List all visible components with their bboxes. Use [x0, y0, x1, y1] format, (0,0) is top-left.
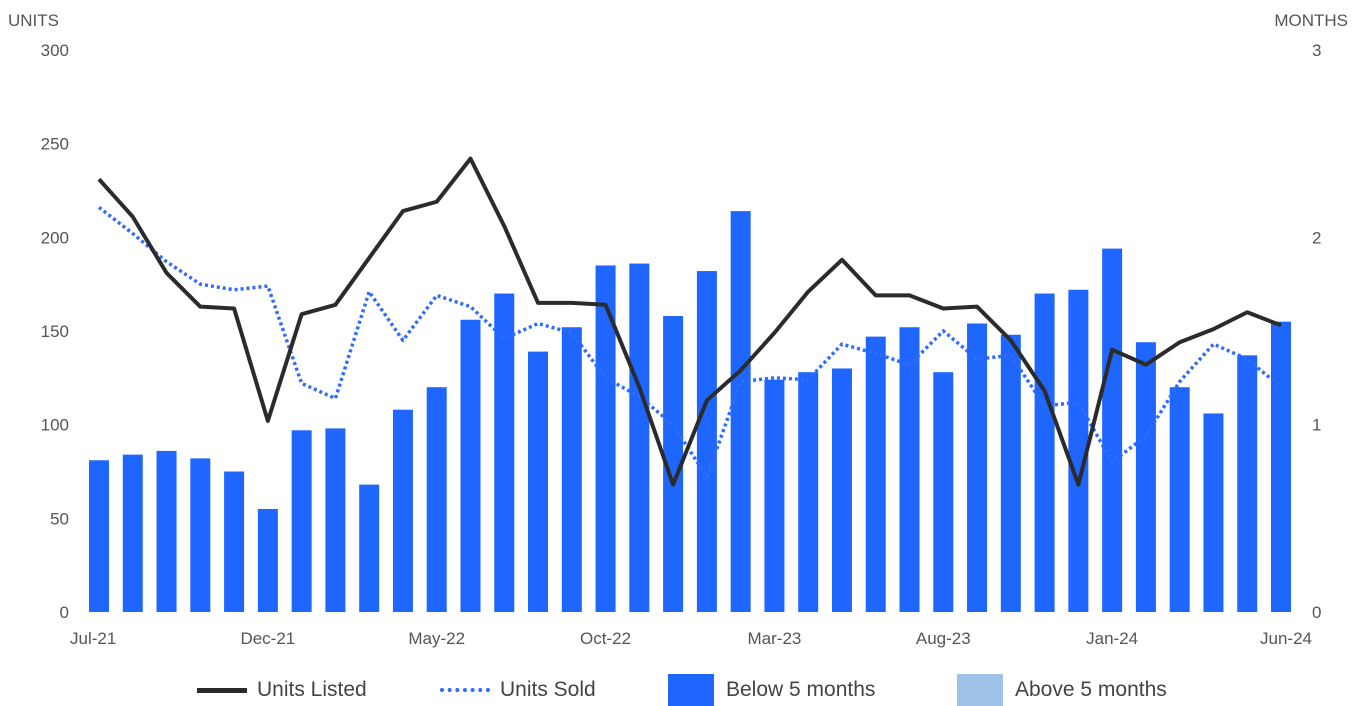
bar: [696, 271, 717, 612]
left-tick-label: 50: [50, 509, 69, 528]
right-axis-ticks: 0 1 2 3: [1312, 41, 1321, 622]
left-tick-label: 100: [41, 416, 69, 435]
bar: [122, 454, 143, 612]
left-tick-label: 150: [41, 322, 69, 341]
units-listed-line: [97, 156, 1282, 487]
legend-item-units-sold: Units Sold: [440, 676, 596, 704]
legend-swatch-box: [668, 674, 714, 706]
right-tick-label: 3: [1312, 41, 1321, 60]
bar: [663, 316, 684, 612]
bar-series-below-5-months: [89, 211, 1291, 613]
legend-item-units-listed: Units Listed: [197, 676, 367, 704]
bar: [89, 460, 109, 612]
legend-label: Below 5 months: [726, 678, 876, 701]
x-tick-label: Jun-24: [1260, 629, 1312, 648]
legend-label: Above 5 months: [1015, 678, 1167, 701]
legend-swatch-solid-line: [197, 687, 247, 693]
right-tick-label: 0: [1312, 603, 1321, 622]
x-tick-label: Mar-23: [748, 629, 802, 648]
bar: [426, 387, 447, 612]
bar: [1271, 321, 1291, 612]
bar: [1169, 387, 1190, 612]
x-tick-label: Jul-21: [70, 629, 116, 648]
left-axis-title: UNITS: [8, 11, 59, 30]
legend: Units Listed Units Sold Below 5 months A…: [0, 674, 1361, 706]
bar: [967, 323, 988, 612]
left-tick-label: 0: [60, 603, 69, 622]
bar: [460, 319, 481, 612]
x-tick-label: Aug-23: [916, 629, 971, 648]
bar: [528, 351, 549, 612]
bar: [798, 372, 819, 612]
bar: [933, 372, 954, 612]
bar: [1068, 289, 1089, 612]
bar: [224, 471, 245, 612]
bar: [764, 379, 785, 612]
bar: [561, 327, 582, 612]
left-tick-label: 300: [41, 41, 69, 60]
bar: [595, 265, 616, 612]
bar: [1034, 293, 1055, 612]
legend-label: Units Listed: [257, 678, 367, 701]
legend-swatch-dotted-line: [440, 688, 490, 692]
bar: [257, 508, 278, 612]
bar: [156, 450, 177, 612]
legend-item-below-5-months: Below 5 months: [668, 674, 876, 706]
bar: [899, 327, 920, 612]
bar: [629, 263, 650, 612]
bar: [392, 409, 413, 612]
bar: [730, 211, 751, 613]
left-tick-label: 250: [41, 135, 69, 154]
bar: [1135, 342, 1156, 612]
bar: [1102, 248, 1123, 612]
bar: [494, 293, 515, 612]
bar: [1000, 334, 1021, 612]
legend-swatch-box: [957, 674, 1003, 706]
bar: [190, 458, 211, 612]
line-series: [97, 156, 1283, 487]
bar: [831, 368, 852, 612]
bar: [1237, 355, 1258, 612]
bar: [359, 484, 380, 612]
bar: [291, 430, 312, 612]
x-axis-ticks: Jul-21 Dec-21 May-22 Oct-22 Mar-23 Aug-23 Jan-…: [70, 629, 1312, 648]
left-tick-label: 200: [41, 228, 69, 247]
left-axis-ticks: 0 50 100 150 200 250 300: [41, 41, 69, 622]
right-tick-label: 1: [1312, 416, 1321, 435]
x-tick-label: May-22: [408, 629, 465, 648]
bar: [325, 428, 346, 612]
bar: [865, 336, 886, 612]
x-tick-label: Jan-24: [1086, 629, 1138, 648]
legend-item-above-5-months: Above 5 months: [957, 674, 1167, 706]
right-axis-title: MONTHS: [1274, 11, 1348, 30]
x-tick-label: Oct-22: [580, 629, 631, 648]
x-tick-label: Dec-21: [240, 629, 295, 648]
right-tick-label: 2: [1312, 228, 1321, 247]
bar: [1203, 413, 1224, 612]
chart: UNITS MONTHS 0 50 100 150 200 250 300 0 1 2 3 Jul…: [8, 11, 1348, 648]
legend-label: Units Sold: [500, 678, 596, 701]
